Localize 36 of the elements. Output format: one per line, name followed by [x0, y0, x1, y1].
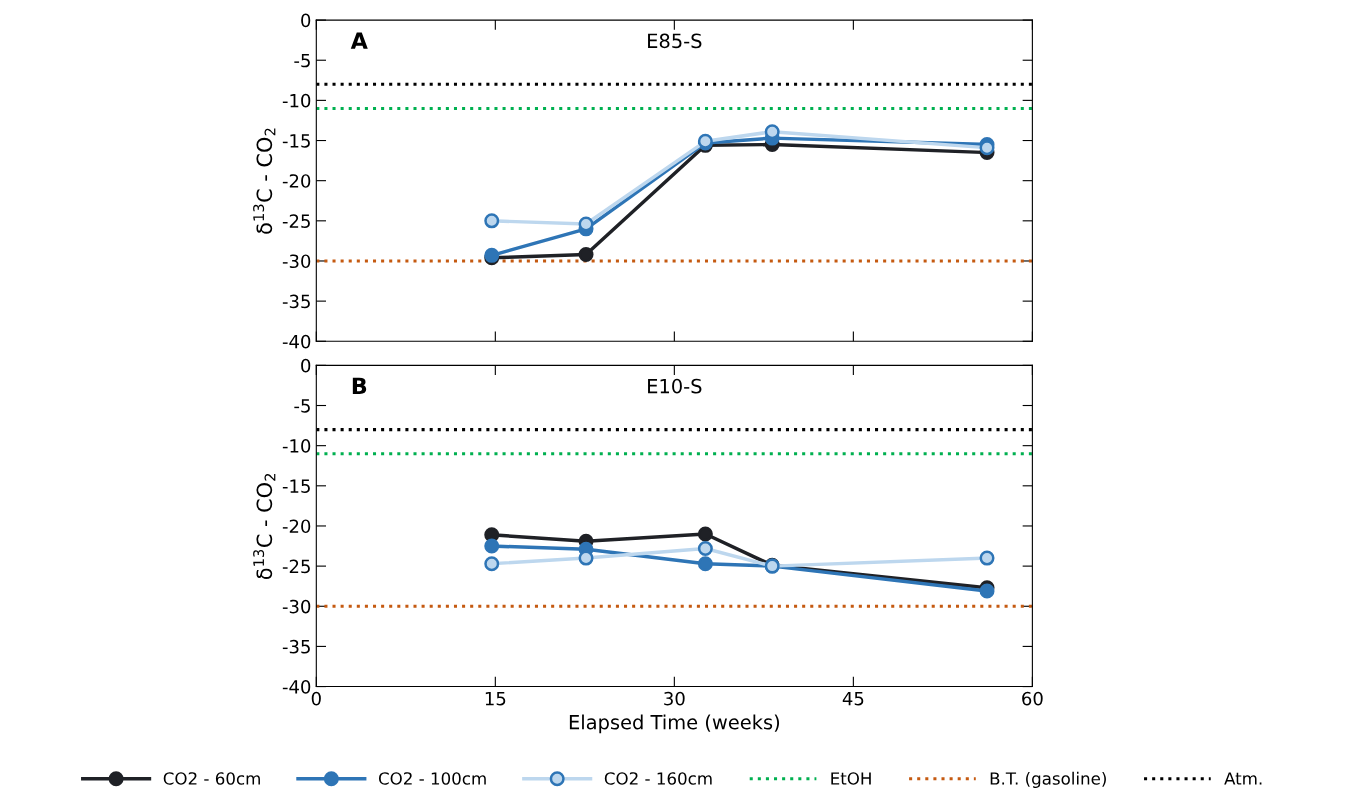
y-axis-title: δ$^{13}$C - CO$_{2}$: [253, 473, 276, 580]
y-tick-label: -35: [282, 294, 310, 309]
annotation: B: [352, 377, 367, 394]
y-tick-label: -10: [282, 93, 311, 108]
legend-label: Atm.: [1224, 772, 1262, 785]
x-tick-label: 0: [311, 691, 321, 706]
x-tick-label: 15: [485, 691, 506, 706]
annotation: A: [350, 32, 368, 49]
y-tick-label: -35: [282, 639, 310, 654]
y-tick-label: -20: [282, 519, 311, 534]
y-axis-title: δ$^{13}$C - CO$_{2}$: [253, 128, 276, 234]
x-tick-label: 45: [842, 691, 864, 706]
y-tick-label: -30: [282, 599, 311, 614]
legend-label: CO2 - 100cm: [378, 772, 486, 785]
y-tick-label: 0: [301, 358, 311, 373]
text: E85-S: [648, 33, 702, 49]
legend-label: CO2 - 60cm: [163, 772, 260, 785]
y-tick-label: -25: [282, 214, 310, 228]
x-tick-label: 30: [664, 691, 685, 706]
legend-label: B.T. (gasoline): [990, 771, 1106, 788]
x-tick-label: 60: [1022, 691, 1043, 706]
text: E10-S: [648, 378, 702, 394]
y-tick-label: -40: [282, 680, 311, 694]
y-tick-label: -15: [282, 134, 310, 148]
y-tick-label: -25: [282, 559, 310, 574]
y-tick-label: -5: [294, 399, 310, 413]
y-tick-label: -10: [282, 439, 311, 453]
legend-label: CO2 - 160cm: [604, 772, 712, 785]
y-tick-label: 0: [301, 13, 311, 28]
x-axis-title: Elapsed Time (weeks): [569, 714, 780, 734]
y-tick-label: -20: [282, 174, 311, 188]
y-tick-label: -30: [282, 254, 311, 269]
legend-label: EtOH: [831, 772, 871, 785]
y-tick-label: -15: [282, 479, 310, 493]
y-tick-label: -5: [294, 53, 310, 68]
y-tick-label: -40: [282, 334, 311, 349]
